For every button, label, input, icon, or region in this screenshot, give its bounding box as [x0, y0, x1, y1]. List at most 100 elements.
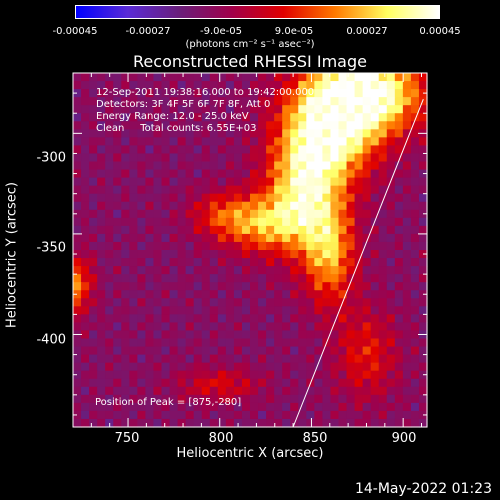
- heatmap-cell: [354, 306, 364, 315]
- heatmap-cell: [354, 314, 364, 324]
- heatmap-cell: [217, 322, 227, 332]
- heatmap-cell: [201, 370, 211, 380]
- heatmap-cell: [137, 394, 147, 404]
- heatmap-cell: [386, 282, 396, 291]
- heatmap-cell: [225, 81, 235, 90]
- heatmap-cell: [113, 185, 122, 195]
- heatmap-cell: [169, 225, 179, 235]
- heatmap-cell: [386, 217, 396, 227]
- x-tick-label: 900: [391, 431, 417, 446]
- heatmap-cell: [338, 250, 348, 259]
- heatmap-cell: [370, 362, 380, 372]
- heatmap-cell: [362, 177, 372, 187]
- heatmap-cell: [201, 177, 211, 187]
- heatmap-cell: [121, 137, 130, 147]
- heatmap-cell: [394, 73, 404, 82]
- heatmap-cell: [314, 169, 324, 179]
- heatmap-cell: [386, 290, 396, 299]
- heatmap-cell: [298, 258, 307, 267]
- heatmap-cell: [378, 137, 388, 147]
- heatmap-cell: [97, 225, 106, 235]
- heatmap-cell: [274, 346, 283, 356]
- heatmap-cell: [402, 193, 412, 203]
- heatmap-cell: [169, 386, 179, 396]
- heatmap-cell: [314, 113, 324, 122]
- colorbar-tick: 0.00045: [419, 26, 461, 37]
- heatmap-cell: [185, 402, 195, 412]
- heatmap-cell: [282, 217, 291, 227]
- heatmap-cell: [322, 354, 332, 364]
- heatmap-cell: [185, 97, 195, 106]
- heatmap-cell: [145, 97, 155, 106]
- heatmap-cell: [129, 418, 138, 428]
- heatmap-cell: [113, 105, 122, 114]
- heatmap-cell: [330, 193, 340, 203]
- heatmap-cell: [258, 250, 267, 259]
- heatmap-cell: [410, 266, 420, 275]
- heatmap-cell: [306, 121, 315, 130]
- heatmap-cell: [410, 394, 420, 404]
- heatmap-cell: [282, 121, 291, 130]
- heatmap-cell: [145, 121, 155, 130]
- heatmap-cell: [217, 97, 227, 106]
- heatmap-cell: [145, 89, 155, 98]
- heatmap-cell: [378, 386, 388, 396]
- heatmap-cell: [314, 282, 324, 291]
- heatmap-cell: [386, 185, 396, 195]
- heatmap-cell: [217, 137, 227, 147]
- heatmap-cell: [314, 386, 324, 396]
- heatmap-cell: [402, 105, 412, 114]
- heatmap-cell: [241, 354, 251, 364]
- heatmap-cell: [241, 217, 251, 227]
- heatmap-cell: [370, 394, 380, 404]
- heatmap-cell: [217, 89, 227, 98]
- heatmap-cell: [346, 73, 356, 82]
- heatmap-cell: [129, 225, 138, 235]
- heatmap-cell: [250, 418, 259, 428]
- heatmap-cell: [137, 290, 147, 299]
- heatmap-cell: [418, 137, 428, 147]
- heatmap-cell: [145, 161, 155, 171]
- heatmap-cell: [177, 185, 187, 195]
- heatmap-cell: [314, 129, 324, 138]
- heatmap-cell: [81, 362, 90, 372]
- heatmap-cell: [97, 290, 106, 299]
- heatmap-cell: [394, 153, 404, 163]
- heatmap-cell: [177, 241, 187, 251]
- heatmap-cell: [81, 209, 90, 219]
- heatmap-cell: [201, 290, 211, 299]
- heatmap-cell: [137, 282, 147, 291]
- heatmap-cell: [274, 394, 283, 404]
- heatmap-cell: [113, 346, 122, 356]
- heatmap-cell: [274, 306, 283, 315]
- heatmap-cell: [394, 137, 404, 147]
- heatmap-cell: [209, 209, 219, 219]
- heatmap-cell: [274, 241, 283, 251]
- heatmap-cell: [217, 250, 227, 259]
- heatmap-cell: [89, 129, 98, 138]
- heatmap-cell: [370, 314, 380, 324]
- heatmap-cell: [386, 410, 396, 420]
- heatmap-cell: [241, 418, 251, 428]
- heatmap-cell: [161, 322, 171, 332]
- heatmap-cell: [402, 378, 412, 388]
- heatmap-cell: [250, 113, 259, 122]
- heatmap-cell: [241, 97, 251, 106]
- heatmap-cell: [266, 217, 275, 227]
- heatmap-cell: [258, 266, 267, 275]
- heatmap-cell: [217, 153, 227, 163]
- heatmap-cell: [97, 201, 106, 211]
- heatmap-cell: [97, 161, 106, 171]
- heatmap-cell: [225, 338, 235, 348]
- heatmap-cell: [386, 354, 396, 364]
- heatmap-cell: [306, 338, 315, 348]
- heatmap-cell: [233, 354, 243, 364]
- heatmap-cell: [362, 113, 372, 122]
- heatmap-cell: [233, 129, 243, 138]
- heatmap-cell: [282, 97, 291, 106]
- heatmap-cell: [89, 378, 98, 388]
- heatmap-cell: [177, 266, 187, 275]
- heatmap-cell: [177, 290, 187, 299]
- heatmap-cell: [346, 153, 356, 163]
- heatmap-cell: [394, 306, 404, 315]
